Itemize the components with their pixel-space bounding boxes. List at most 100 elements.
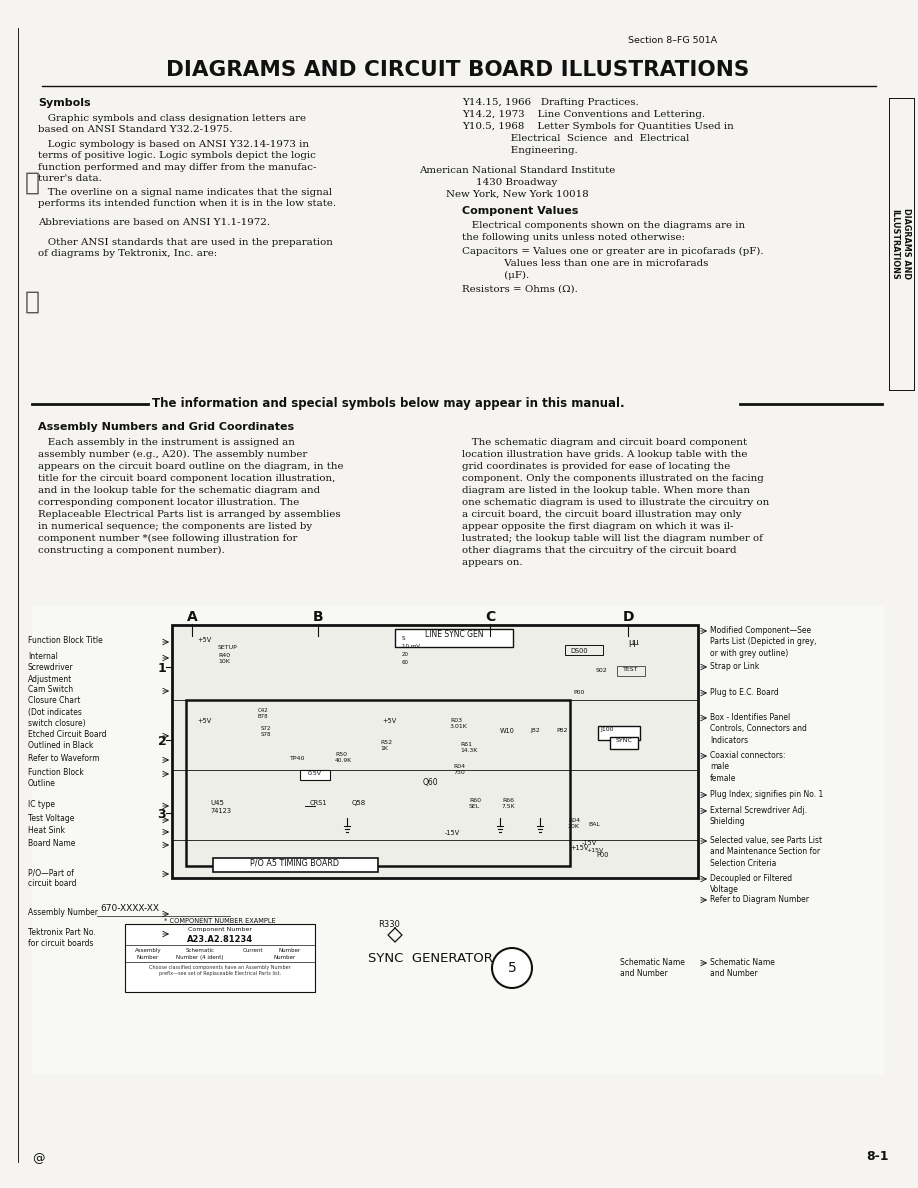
Text: CRS1: CRS1 bbox=[310, 800, 328, 805]
Text: component number *(see following illustration for: component number *(see following illustr… bbox=[38, 533, 297, 543]
Text: 14.3K: 14.3K bbox=[460, 748, 477, 753]
Circle shape bbox=[492, 948, 532, 988]
Text: Electrical  Science  and  Electrical: Electrical Science and Electrical bbox=[462, 134, 689, 143]
Text: BAL: BAL bbox=[588, 822, 600, 827]
Text: 670-XXXX-XX: 670-XXXX-XX bbox=[100, 904, 159, 914]
Text: A: A bbox=[186, 609, 197, 624]
Bar bbox=[300, 770, 330, 781]
Text: 2: 2 bbox=[158, 735, 166, 748]
Text: appears on.: appears on. bbox=[462, 558, 522, 567]
Text: 1430 Broadway: 1430 Broadway bbox=[476, 178, 557, 187]
Text: Function Block
Outline: Function Block Outline bbox=[28, 767, 84, 789]
Text: Box - Identifies Panel
Controls, Connectors and
Indicators: Box - Identifies Panel Controls, Connect… bbox=[710, 713, 807, 745]
Text: Number: Number bbox=[279, 948, 301, 953]
Text: Schematic Name
and Number: Schematic Name and Number bbox=[620, 958, 685, 979]
Text: 1: 1 bbox=[158, 662, 166, 675]
Text: R66: R66 bbox=[502, 798, 514, 803]
Bar bbox=[213, 858, 378, 872]
Text: J100: J100 bbox=[600, 727, 613, 732]
Text: TP40: TP40 bbox=[290, 756, 306, 762]
Text: B78: B78 bbox=[258, 714, 269, 719]
Text: Assembly Numbers and Grid Coordinates: Assembly Numbers and Grid Coordinates bbox=[38, 422, 294, 432]
Text: A23.A2.81234: A23.A2.81234 bbox=[187, 935, 253, 944]
Text: 7.5K: 7.5K bbox=[502, 804, 516, 809]
Text: Graphic symbols and class designation letters are
based on ANSI Standard Y32.2-1: Graphic symbols and class designation le… bbox=[38, 114, 306, 134]
Bar bbox=[610, 737, 638, 748]
Text: @: @ bbox=[32, 1152, 44, 1165]
Text: +5V: +5V bbox=[382, 718, 397, 723]
Text: Symbols: Symbols bbox=[38, 97, 91, 108]
Text: Function Block Title: Function Block Title bbox=[28, 636, 103, 645]
Text: Abbreviations are based on ANSI Y1.1-1972.: Abbreviations are based on ANSI Y1.1-197… bbox=[38, 219, 270, 227]
Text: Component Number: Component Number bbox=[188, 927, 252, 933]
Text: Number: Number bbox=[137, 955, 159, 960]
Text: Internal
Screwdriver
Adjustment: Internal Screwdriver Adjustment bbox=[28, 652, 73, 684]
Text: LINE SYNC GEN: LINE SYNC GEN bbox=[425, 630, 483, 639]
Text: Each assembly in the instrument is assigned an: Each assembly in the instrument is assig… bbox=[38, 438, 295, 447]
Text: 3.01K: 3.01K bbox=[450, 723, 468, 729]
Text: * COMPONENT NUMBER EXAMPLE: * COMPONENT NUMBER EXAMPLE bbox=[164, 918, 275, 924]
Text: Capacitors = Values one or greater are in picofarads (pF).: Capacitors = Values one or greater are i… bbox=[462, 247, 764, 257]
Text: assembly number (e.g., A20). The assembly number: assembly number (e.g., A20). The assembl… bbox=[38, 450, 308, 459]
Text: Electrical components shown on the diagrams are in: Electrical components shown on the diagr… bbox=[462, 221, 745, 230]
Text: SYNC: SYNC bbox=[616, 738, 633, 742]
Text: R60: R60 bbox=[469, 798, 481, 803]
Bar bbox=[186, 700, 570, 866]
Text: diagram are listed in the lookup table. When more than: diagram are listed in the lookup table. … bbox=[462, 486, 750, 495]
Text: Number (4 ident): Number (4 ident) bbox=[176, 955, 224, 960]
Text: Engineering.: Engineering. bbox=[462, 146, 577, 154]
Text: Section 8–FG 501A: Section 8–FG 501A bbox=[628, 36, 717, 45]
Text: Logic symbology is based on ANSI Y32.14-1973 in
terms of positive logic. Logic s: Logic symbology is based on ANSI Y32.14-… bbox=[38, 140, 317, 183]
Text: Plug to E.C. Board: Plug to E.C. Board bbox=[710, 688, 778, 697]
Text: 1K: 1K bbox=[380, 746, 388, 751]
Text: +15V: +15V bbox=[570, 845, 588, 851]
Text: SYNC  GENERATOR: SYNC GENERATOR bbox=[368, 952, 493, 965]
Text: R61: R61 bbox=[460, 742, 472, 747]
Text: J82: J82 bbox=[530, 728, 540, 733]
Text: Resistors = Ohms (Ω).: Resistors = Ohms (Ω). bbox=[462, 285, 577, 293]
Text: 5: 5 bbox=[508, 961, 516, 975]
Text: -15V: -15V bbox=[445, 830, 460, 836]
Text: Component Values: Component Values bbox=[462, 206, 578, 216]
Text: The overline on a signal name indicates that the signal
performs its intended fu: The overline on a signal name indicates … bbox=[38, 188, 336, 208]
Text: P/O A5 TIMING BOARD: P/O A5 TIMING BOARD bbox=[251, 859, 340, 868]
Text: Tektronix Part No.
for circuit boards: Tektronix Part No. for circuit boards bbox=[28, 928, 95, 948]
Bar bbox=[125, 924, 315, 992]
Text: D: D bbox=[622, 609, 633, 624]
Text: DS00: DS00 bbox=[570, 647, 588, 655]
Text: μμ: μμ bbox=[628, 638, 639, 647]
Text: Cam Switch
Closure Chart
(Dot indicates
switch closure): Cam Switch Closure Chart (Dot indicates … bbox=[28, 685, 85, 728]
Text: Plug Index; signifies pin No. 1: Plug Index; signifies pin No. 1 bbox=[710, 790, 823, 800]
Text: R04: R04 bbox=[453, 764, 465, 769]
Text: Y10.5, 1968    Letter Symbols for Quantities Used in: Y10.5, 1968 Letter Symbols for Quantitie… bbox=[462, 122, 733, 131]
Text: 20K: 20K bbox=[568, 824, 580, 829]
Text: appears on the circuit board outline on the diagram, in the: appears on the circuit board outline on … bbox=[38, 462, 343, 470]
Text: P/O—Part of
circuit board: P/O—Part of circuit board bbox=[28, 868, 76, 889]
Text: grid coordinates is provided for ease of locating the: grid coordinates is provided for ease of… bbox=[462, 462, 730, 470]
Text: Other ANSI standards that are used in the preparation
of diagrams by Tektronix, : Other ANSI standards that are used in th… bbox=[38, 238, 333, 259]
Text: constructing a component number).: constructing a component number). bbox=[38, 546, 225, 555]
Bar bbox=[617, 666, 645, 676]
Bar bbox=[172, 625, 698, 878]
Bar bbox=[395, 628, 513, 647]
Text: corresponding component locator illustration. The: corresponding component locator illustra… bbox=[38, 498, 299, 507]
Text: New York, New York 10018: New York, New York 10018 bbox=[445, 190, 588, 200]
Text: Refer to Diagram Number: Refer to Diagram Number bbox=[710, 895, 809, 904]
Text: Assembly Number: Assembly Number bbox=[28, 908, 98, 917]
Text: one schematic diagram is used to illustrate the circuitry on: one schematic diagram is used to illustr… bbox=[462, 498, 769, 507]
Text: Strap or Link: Strap or Link bbox=[710, 662, 759, 671]
Text: Test Voltage: Test Voltage bbox=[28, 814, 74, 823]
Text: title for the circuit board component location illustration,: title for the circuit board component lo… bbox=[38, 474, 335, 484]
Text: Choose classified components have an Assembly Number
prefix—see set of Replaceab: Choose classified components have an Ass… bbox=[149, 965, 291, 977]
Text: 40.9K: 40.9K bbox=[335, 758, 353, 763]
Text: 〈: 〈 bbox=[25, 291, 40, 314]
Text: +5V: +5V bbox=[197, 718, 211, 723]
Text: +15V: +15V bbox=[586, 848, 603, 853]
Text: Assembly: Assembly bbox=[135, 948, 162, 953]
Text: W10: W10 bbox=[500, 728, 515, 734]
Text: S: S bbox=[402, 636, 406, 642]
Text: Q60: Q60 bbox=[422, 778, 438, 786]
Text: Board Name: Board Name bbox=[28, 839, 75, 848]
Text: SEL: SEL bbox=[469, 804, 480, 809]
Text: The schematic diagram and circuit board component: The schematic diagram and circuit board … bbox=[462, 438, 747, 447]
